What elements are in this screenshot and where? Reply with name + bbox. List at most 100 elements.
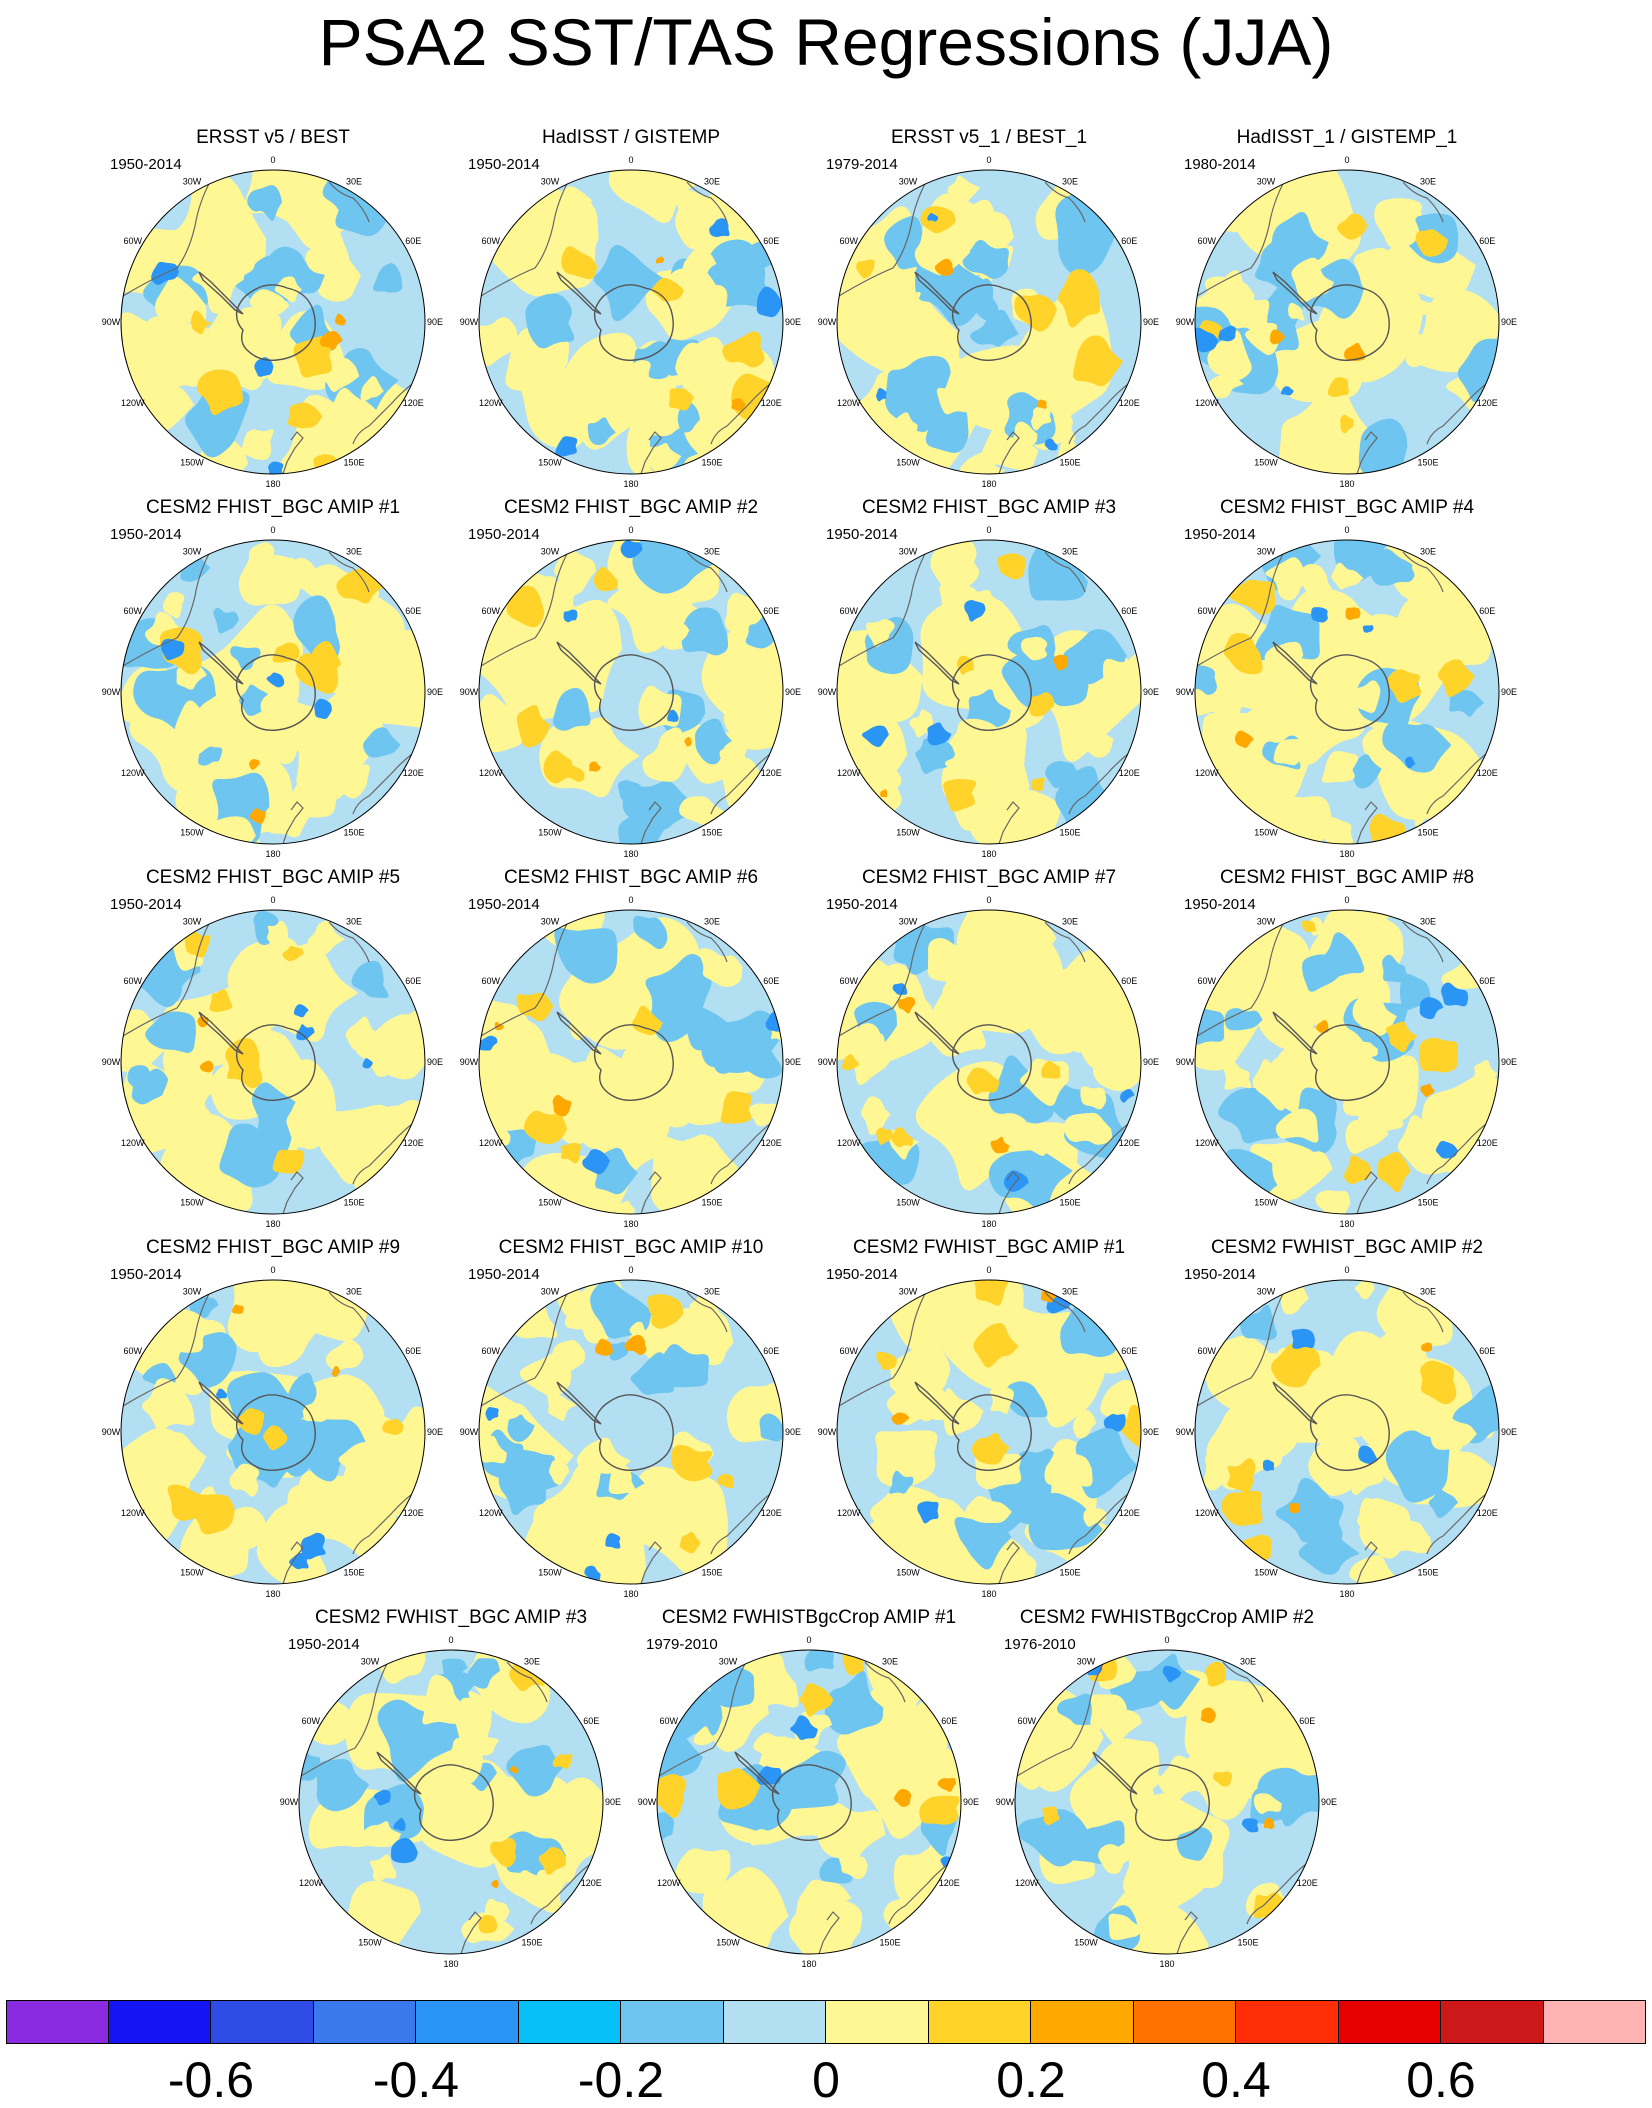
polar-stereographic-map: 0 30E 60E 90E 120E 150E 180 150W 120W 90W 60W 30W: [1176, 895, 1517, 1229]
longitude-label: 30E: [704, 177, 720, 187]
longitude-label: 180: [1339, 1589, 1354, 1599]
colorbar: [6, 2000, 1646, 2044]
longitude-label: 30E: [346, 547, 362, 557]
longitude-label: 120W: [121, 768, 145, 778]
longitude-label: 0: [1344, 525, 1349, 535]
longitude-label: 150W: [1254, 1567, 1278, 1577]
coastline: [1196, 549, 1498, 844]
colorbar-segment: [6, 2000, 109, 2044]
longitude-label: 120W: [837, 1138, 861, 1148]
map-panel: HadISST / GISTEMP 1950-2014 0 30E 60E 90E 120E…: [460, 126, 801, 489]
longitude-label: 150W: [1074, 1937, 1098, 1947]
longitude-label: 90W: [460, 317, 479, 327]
map-boundary: [1194, 909, 1500, 1215]
longitude-label: 180: [265, 1219, 280, 1229]
longitude-label: 120W: [479, 1138, 503, 1148]
longitude-label: 60W: [481, 606, 500, 616]
coastline: [838, 179, 1140, 474]
regression-field: [837, 1280, 1141, 1584]
longitude-label: 150E: [1417, 1567, 1438, 1577]
longitude-label: 150E: [1237, 1937, 1258, 1947]
longitude-label: 120E: [1477, 1138, 1498, 1148]
map-panel: CESM2 FHIST_BGC AMIP #1 1950-2014 0 30E 60E 9…: [102, 496, 443, 859]
longitude-label: 30E: [346, 917, 362, 927]
panel-year-range: 1950-2014: [826, 1266, 898, 1283]
longitude-label: 0: [628, 895, 633, 905]
longitude-label: 120E: [403, 1508, 424, 1518]
longitude-label: 150W: [716, 1937, 740, 1947]
longitude-label: 60W: [123, 1346, 142, 1356]
regression-field: [657, 1650, 961, 1954]
longitude-label: 120E: [1477, 1508, 1498, 1518]
longitude-label: 30W: [183, 1287, 202, 1297]
longitude-label: 60W: [839, 976, 858, 986]
map-boundary: [836, 169, 1142, 475]
longitude-label: 30W: [899, 1287, 918, 1297]
longitude-label: 60W: [123, 606, 142, 616]
panel-year-range: 1979-2010: [646, 1636, 718, 1653]
longitude-label: 60E: [1121, 606, 1137, 616]
panel-year-range: 1950-2014: [110, 526, 182, 543]
longitude-label: 30E: [1062, 177, 1078, 187]
longitude-label: 120E: [761, 398, 782, 408]
longitude-label: 120E: [1119, 398, 1140, 408]
coastline: [122, 549, 424, 844]
longitude-label: 0: [986, 895, 991, 905]
longitude-label: 120E: [403, 398, 424, 408]
longitude-label: 150E: [343, 1567, 364, 1577]
longitude-label: 90W: [460, 687, 479, 697]
longitude-label: 90W: [102, 317, 121, 327]
coastline: [1016, 1659, 1318, 1954]
longitude-label: 150W: [896, 1567, 920, 1577]
panel-year-range: 1950-2014: [1184, 526, 1256, 543]
longitude-label: 60W: [1197, 606, 1216, 616]
coastline: [838, 1289, 1140, 1584]
colorbar-segment: [928, 2000, 1031, 2044]
longitude-label: 60W: [1017, 1716, 1036, 1726]
regression-field: [1195, 1280, 1499, 1584]
coastline: [122, 1289, 424, 1584]
panel-year-range: 1950-2014: [468, 156, 540, 173]
longitude-label: 150E: [701, 1197, 722, 1207]
regression-field: [1015, 1650, 1319, 1954]
longitude-label: 30E: [1420, 1287, 1436, 1297]
map-panel: CESM2 FHIST_BGC AMIP #10 1950-2014 0 30E 60E…: [460, 1236, 801, 1599]
regression-field: [121, 1280, 425, 1584]
longitude-label: 120W: [1015, 1878, 1039, 1888]
panel-title: CESM2 FHIST_BGC AMIP #4: [1219, 497, 1475, 518]
polar-stereographic-map: 0 30E 60E 90E 120E 150E 180 150W 120W 90W 60W 30W: [818, 895, 1159, 1229]
longitude-label: 180: [265, 479, 280, 489]
map-boundary: [836, 909, 1142, 1215]
longitude-label: 90E: [427, 687, 443, 697]
longitude-label: 0: [270, 1265, 275, 1275]
regression-field: [479, 1280, 783, 1584]
longitude-label: 60W: [1197, 1346, 1216, 1356]
regression-field: [121, 540, 425, 844]
longitude-label: 120E: [581, 1878, 602, 1888]
longitude-label: 90E: [1501, 1427, 1517, 1437]
longitude-label: 120E: [761, 768, 782, 778]
longitude-label: 60W: [839, 1346, 858, 1356]
longitude-label: 60E: [1121, 236, 1137, 246]
longitude-label: 120W: [121, 1508, 145, 1518]
map-boundary: [1194, 1279, 1500, 1585]
longitude-label: 180: [623, 1589, 638, 1599]
longitude-label: 60E: [1479, 1346, 1495, 1356]
longitude-label: 120E: [761, 1508, 782, 1518]
panel-title: CESM2 FHIST_BGC AMIP #7: [861, 867, 1117, 888]
longitude-label: 0: [270, 525, 275, 535]
longitude-label: 120W: [1195, 768, 1219, 778]
map-boundary: [1194, 539, 1500, 845]
longitude-label: 30W: [541, 1287, 560, 1297]
longitude-label: 30E: [704, 547, 720, 557]
panel-year-range: 1950-2014: [468, 1266, 540, 1283]
map-boundary: [1014, 1649, 1320, 1955]
panel-title: CESM2 FWHIST_BGC AMIP #1: [852, 1237, 1126, 1258]
longitude-label: 30W: [183, 917, 202, 927]
colorbar-tick-label: 0.6: [1406, 2052, 1476, 2108]
regression-field: [479, 170, 783, 474]
polar-stereographic-map: 0 30E 60E 90E 120E 150E 180 150W 120W 90W 60W 30W: [102, 525, 443, 859]
panel-year-range: 1950-2014: [110, 1266, 182, 1283]
longitude-label: 90E: [1321, 1797, 1337, 1807]
polar-stereographic-map: 0 30E 60E 90E 120E 150E 180 150W 120W 90W 60W 30W: [102, 895, 443, 1229]
